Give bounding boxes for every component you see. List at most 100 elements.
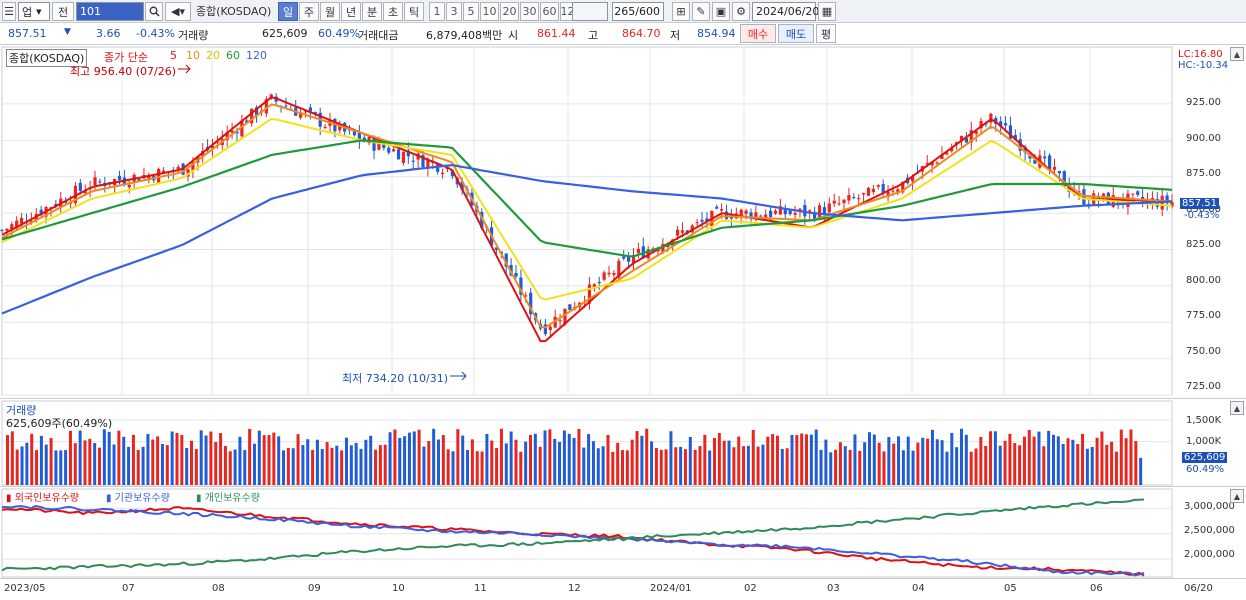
blank-select[interactable] [572,2,608,21]
period-tab[interactable]: 초 [383,2,403,21]
holding-scroll-icon[interactable]: ▲ [1230,489,1244,503]
open-label: 시 [508,29,519,42]
volume-title: 거래량 [6,404,37,417]
gear-icon[interactable]: ⚙ [732,2,750,21]
magnifier-icon[interactable] [145,2,163,21]
volume-bar [950,432,954,485]
volume-bar [59,450,63,485]
volume-bar [286,447,290,485]
panel-scroll-up-icon[interactable]: ▲ [1230,47,1244,61]
candle-body [930,161,934,166]
zoom-icon[interactable]: ⊞ [672,2,690,21]
mode-button[interactable]: 전 [52,2,74,21]
menu-icon[interactable]: ☰ [2,2,16,21]
volume-bar [301,445,305,485]
volume-bar [814,429,818,485]
volume-bar [553,438,557,485]
speaker-icon[interactable]: ◀▾ [165,2,191,21]
volume-bar [611,451,615,485]
volume-bar [151,439,155,485]
candle-body [323,126,327,129]
volume-chart[interactable] [0,399,1246,487]
candle-body [803,205,807,217]
minute-tab[interactable]: 20 [500,2,519,21]
current-price: 857.51 [8,27,47,40]
holding-chart[interactable] [0,487,1246,579]
x-axis-label: 12 [568,583,581,594]
period-tab[interactable]: 년 [341,2,361,21]
legend-individual-label: 개인보유수량 [204,493,260,504]
candle-body [137,178,141,182]
candle-body [98,181,102,183]
volume-bar [911,450,915,485]
period-tab[interactable]: 월 [320,2,340,21]
count-input[interactable]: 265/600 [612,2,664,21]
candle-body [529,292,533,315]
volume-bar [156,436,160,485]
quote-bar: 857.51 ▼ 3.66 -0.43% 거래량 625,609 60.49% … [0,23,1246,45]
price-chart-panel[interactable]: 종합(KOSDAQ) 종가 단순 5 10 20 60 120 최고 956.4… [0,45,1246,398]
calendar-icon[interactable]: ▦ [818,2,836,21]
candle-body [519,277,523,295]
minute-tab[interactable]: 30 [520,2,539,21]
candle-body [1033,159,1037,164]
candle-body [396,149,401,160]
volume-bar [427,441,431,485]
volume-panel[interactable]: 거래량 625,609주(60.49%) 1,500K 1,000K 625,6… [0,398,1246,486]
candle-body [808,210,812,213]
volume-bar [204,435,208,485]
legend-foreign-label: 외국인보유수량 [14,493,80,504]
chevron-down-icon: ▼ [36,7,42,16]
candle-body [842,199,846,204]
date-input[interactable]: 2024/06/20 [752,2,819,21]
average-button[interactable]: 평 [816,24,836,43]
volume-bar [514,439,518,485]
holding-panel[interactable]: ▮ 외국인보유수량 ▮ 기관보유수량 ▮ 개인보유수량 3,000,000 2,… [0,486,1246,578]
volume-bar [175,432,179,485]
buy-button[interactable]: 매수 [740,24,776,43]
volume-bar [1100,431,1104,485]
legend-institution-label: 기관보유수량 [114,493,170,504]
candle-body [191,161,195,171]
volume-bar [480,451,484,485]
sell-button[interactable]: 매도 [778,24,814,43]
candle-body [392,149,396,152]
volume-bar [398,437,402,485]
volume-bar [78,430,82,485]
market-select[interactable]: 업 ▼ [18,2,50,21]
volume-bar [68,430,72,485]
volume-bar [659,449,663,485]
x-axis-label: 2023/05 [4,583,46,594]
draw-icon[interactable]: ✎ [692,2,710,21]
period-tab[interactable]: 분 [362,2,382,21]
period-tab[interactable]: 일 [278,2,298,21]
candle-body [1052,166,1057,170]
volume-bar [39,435,43,485]
candle-body [1101,193,1106,198]
period-tab[interactable]: 틱 [404,2,424,21]
period-tab[interactable]: 주 [299,2,319,21]
minute-tab[interactable]: 3 [446,2,462,21]
candle-body [387,147,391,153]
candle-body [852,197,856,199]
minute-tab[interactable]: 60 [540,2,559,21]
minute-tab[interactable]: 1 [429,2,445,21]
price-chart[interactable] [0,45,1246,398]
volume-bar [20,446,24,485]
volume-bar [737,436,741,485]
volume-bar [131,434,135,485]
save-icon[interactable]: ▣ [712,2,730,21]
minute-tab[interactable]: 10 [480,2,499,21]
volume-bar [470,439,474,485]
candle-body [1057,171,1062,174]
volume-bar [751,429,755,485]
candle-body [881,184,885,194]
current-percent-tag: -0.43% [1184,210,1220,221]
volume-bar [466,449,470,485]
volume-scroll-icon[interactable]: ▲ [1230,401,1244,415]
volume-bar [49,438,53,485]
minute-tab[interactable]: 5 [463,2,479,21]
code-input[interactable]: 101 [76,2,144,21]
candle-body [1062,171,1066,187]
volume-bar [325,442,329,485]
